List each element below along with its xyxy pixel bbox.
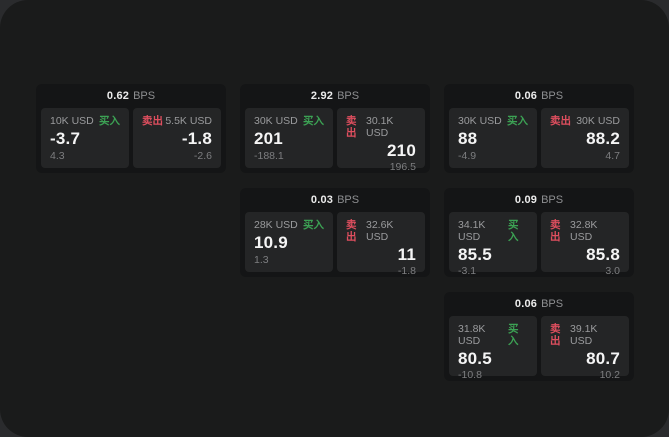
sell-side-label: 卖出 [142, 115, 163, 127]
bps-unit-label: BPS [337, 194, 360, 206]
buy-price: -3.7 [50, 129, 81, 148]
buy-price: 88 [458, 129, 478, 148]
side-panels: 30K USD 买入 88 -4.9 卖出 30K USD 88.2 4.7 [449, 108, 629, 168]
side-panels: 28K USD 买入 10.9 1.3 卖出 32.6K USD 11 -1.8 [245, 212, 425, 277]
side-panels: 31.8K USD 买入 80.5 -10.8 卖出 39.1K USD 80.… [449, 316, 629, 381]
buy-price: 201 [254, 129, 283, 148]
buy-price: 10.9 [254, 233, 288, 252]
buy-panel[interactable]: 31.8K USD 买入 80.5 -10.8 [449, 316, 537, 381]
buy-delta: 4.3 [50, 150, 65, 162]
sell-delta: -2.6 [193, 150, 212, 162]
buy-panel[interactable]: 34.1K USD 买入 85.5 -3.1 [449, 212, 537, 277]
card-header: 0.06 BPS [449, 84, 629, 108]
buy-price: 80.5 [458, 349, 492, 368]
buy-side-label: 买入 [303, 115, 324, 127]
sell-price: 80.7 [586, 349, 620, 368]
card-header: 0.62 BPS [41, 84, 221, 108]
buy-side-label: 买入 [508, 323, 519, 347]
buy-side-label: 买入 [508, 219, 519, 243]
buy-panel[interactable]: 28K USD 买入 10.9 1.3 [245, 212, 333, 272]
bps-value: 0.03 [310, 194, 334, 206]
bps-value: 0.09 [514, 194, 538, 206]
sell-side-label: 卖出 [550, 323, 561, 347]
buy-price: 85.5 [458, 245, 492, 264]
sell-panel[interactable]: 卖出 32.8K USD 85.8 3.0 [541, 212, 629, 277]
buy-size: 34.1K USD [458, 219, 486, 243]
quote-card: 0.06 BPS 30K USD 买入 88 -4.9 卖出 30K USD [444, 84, 634, 173]
buy-side-label: 买入 [303, 219, 324, 231]
sell-panel[interactable]: 卖出 39.1K USD 80.7 10.2 [541, 316, 629, 381]
sell-delta: 3.0 [605, 265, 620, 277]
buy-size: 31.8K USD [458, 323, 486, 347]
side-panels: 34.1K USD 买入 85.5 -3.1 卖出 32.8K USD 85.8… [449, 212, 629, 277]
side-panels: 10K USD 买入 -3.7 4.3 卖出 5.5K USD -1.8 -2.… [41, 108, 221, 168]
buy-delta: -3.1 [458, 265, 477, 277]
sell-size: 32.8K USD [569, 219, 598, 243]
sell-size: 30K USD [576, 115, 620, 127]
sell-delta: 4.7 [605, 150, 620, 162]
buy-delta: -10.8 [458, 369, 482, 381]
quote-card: 0.06 BPS 31.8K USD 买入 80.5 -10.8 卖出 39.1… [444, 292, 634, 381]
bps-unit-label: BPS [541, 194, 564, 206]
sell-panel[interactable]: 卖出 5.5K USD -1.8 -2.6 [133, 108, 221, 168]
buy-size: 30K USD [458, 115, 502, 127]
bps-value: 2.92 [310, 90, 334, 102]
buy-delta: 1.3 [254, 254, 269, 266]
sell-price: -1.8 [181, 129, 212, 148]
sell-side-label: 卖出 [550, 115, 571, 127]
buy-delta: -188.1 [254, 150, 284, 162]
sell-price: 210 [387, 141, 416, 160]
quote-board: 0.62 BPS 10K USD 买入 -3.7 4.3 卖出 5.5K USD [36, 84, 634, 381]
bps-unit-label: BPS [337, 90, 360, 102]
buy-panel[interactable]: 10K USD 买入 -3.7 4.3 [41, 108, 129, 168]
bps-value: 0.62 [106, 90, 130, 102]
bps-unit-label: BPS [541, 298, 564, 310]
quote-card: 0.62 BPS 10K USD 买入 -3.7 4.3 卖出 5.5K USD [36, 84, 226, 173]
quote-card: 2.92 BPS 30K USD 买入 201 -188.1 卖出 30.1K … [240, 84, 430, 173]
card-header: 0.09 BPS [449, 188, 629, 212]
quote-card: 0.09 BPS 34.1K USD 买入 85.5 -3.1 卖出 32.8K… [444, 188, 634, 277]
sell-side-label: 卖出 [346, 219, 357, 243]
sell-delta: -1.8 [397, 265, 416, 277]
card-header: 0.06 BPS [449, 292, 629, 316]
buy-side-label: 买入 [99, 115, 120, 127]
bps-unit-label: BPS [133, 90, 156, 102]
sell-panel[interactable]: 卖出 32.6K USD 11 -1.8 [337, 212, 425, 277]
buy-side-label: 买入 [507, 115, 528, 127]
sell-price: 88.2 [586, 129, 620, 148]
quote-card: 0.03 BPS 28K USD 买入 10.9 1.3 卖出 32.6K US… [240, 188, 430, 277]
buy-size: 30K USD [254, 115, 298, 127]
sell-panel[interactable]: 卖出 30K USD 88.2 4.7 [541, 108, 629, 168]
card-header: 0.03 BPS [245, 188, 425, 212]
sell-size: 5.5K USD [165, 115, 212, 127]
buy-panel[interactable]: 30K USD 买入 88 -4.9 [449, 108, 537, 168]
sell-size: 39.1K USD [569, 323, 598, 347]
sell-delta: 196.5 [389, 161, 416, 173]
bps-unit-label: BPS [541, 90, 564, 102]
sell-price: 11 [397, 245, 416, 264]
buy-delta: -4.9 [458, 150, 477, 162]
sell-panel[interactable]: 卖出 30.1K USD 210 196.5 [337, 108, 425, 173]
side-panels: 30K USD 买入 201 -188.1 卖出 30.1K USD 210 1… [245, 108, 425, 173]
buy-panel[interactable]: 30K USD 买入 201 -188.1 [245, 108, 333, 168]
sell-price: 85.8 [586, 245, 620, 264]
bps-value: 0.06 [514, 90, 538, 102]
sell-size: 32.6K USD [365, 219, 394, 243]
sell-delta: 10.2 [599, 369, 620, 381]
sell-size: 30.1K USD [365, 115, 394, 139]
card-header: 2.92 BPS [245, 84, 425, 108]
sell-side-label: 卖出 [346, 115, 357, 139]
buy-size: 28K USD [254, 219, 298, 231]
bps-value: 0.06 [514, 298, 538, 310]
sell-side-label: 卖出 [550, 219, 561, 243]
buy-size: 10K USD [50, 115, 94, 127]
